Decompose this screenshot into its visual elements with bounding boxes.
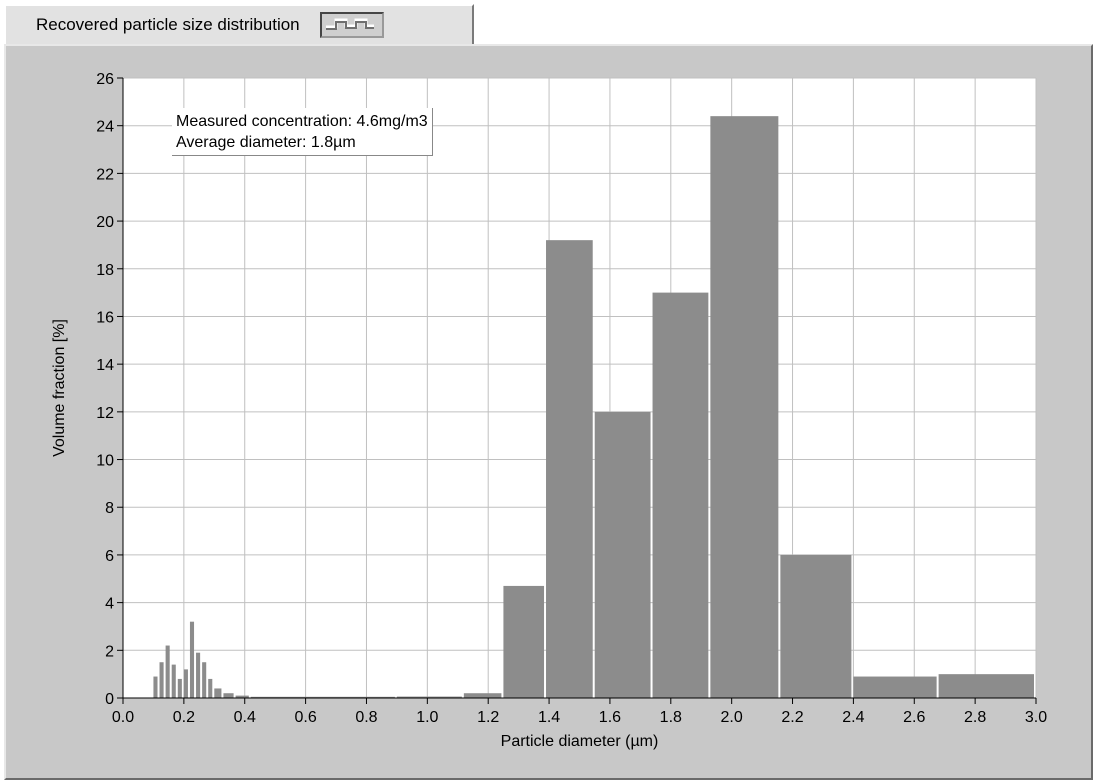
y-tick-label: 0 xyxy=(105,691,114,708)
y-tick-label: 12 xyxy=(96,405,114,422)
histogram-bar xyxy=(177,678,182,698)
x-tick-label: 2.2 xyxy=(781,709,803,726)
histogram-bar xyxy=(202,662,207,698)
x-tick-label: 0.4 xyxy=(234,709,256,726)
histogram-bar xyxy=(652,292,709,698)
x-tick-label: 1.6 xyxy=(599,709,621,726)
y-tick-label: 24 xyxy=(96,119,114,136)
histogram-bar xyxy=(189,621,195,698)
legend-tab: Recovered particle size distribution xyxy=(4,4,474,44)
x-tick-label: 3.0 xyxy=(1025,709,1047,726)
x-tick-label: 0.0 xyxy=(112,709,134,726)
histogram-bar xyxy=(223,693,234,698)
y-tick-label: 18 xyxy=(96,262,114,279)
chart: 0.0 0.2 0.4 0.6 0.8 1.0 1.2 1.4 1.6 1.8 2.0 2.2 2.4 2… xyxy=(51,71,1047,750)
x-tick-label: 1.8 xyxy=(660,709,682,726)
x-tick-label: 1.0 xyxy=(416,709,438,726)
x-tick-label: 0.2 xyxy=(173,709,195,726)
axes xyxy=(117,77,1037,704)
bars xyxy=(153,116,1034,698)
chart-panel: 0.0 0.2 0.4 0.6 0.8 1.0 1.2 1.4 1.6 1.8 2.0 2.2 2.4 2… xyxy=(4,44,1093,780)
y-tick-label: 22 xyxy=(96,166,114,183)
histogram-bar xyxy=(396,696,462,698)
annotation-average-diameter: Average diameter: 1.8µm xyxy=(176,134,356,151)
histogram-bar xyxy=(159,662,164,698)
histogram-bar xyxy=(208,678,213,698)
y-tick-label: 2 xyxy=(105,643,114,660)
histogram-bar xyxy=(250,696,395,698)
histogram-bar xyxy=(853,676,937,698)
x-tick-label: 0.6 xyxy=(294,709,316,726)
x-tick-label: 1.2 xyxy=(477,709,499,726)
histogram-bar xyxy=(710,116,779,698)
histogram-bar xyxy=(503,585,545,698)
histogram-bar xyxy=(235,695,249,698)
histogram-bar xyxy=(780,554,852,698)
histogram-bar xyxy=(165,645,170,698)
y-tick-label: 26 xyxy=(96,71,114,88)
x-axis-title: Particle diameter (µm) xyxy=(501,733,659,750)
x-tick-labels: 0.0 0.2 0.4 0.6 0.8 1.0 1.2 1.4 1.6 1.8 2.0 2.2 2.4 2… xyxy=(112,709,1047,726)
histogram-bar xyxy=(594,411,651,698)
histogram-bar xyxy=(196,652,201,698)
histogram-bar xyxy=(153,676,158,698)
y-tick-label: 16 xyxy=(96,309,114,326)
y-tick-label: 10 xyxy=(96,453,114,470)
histogram-bar xyxy=(546,240,593,698)
y-axis-title: Volume fraction [%] xyxy=(51,319,68,457)
annotation-concentration: Measured concentration: 4.6mg/m3 xyxy=(176,113,428,130)
x-tick-label: 2.4 xyxy=(842,709,864,726)
x-tick-label: 2.6 xyxy=(903,709,925,726)
y-tick-label: 20 xyxy=(96,214,114,231)
x-tick-label: 2.8 xyxy=(964,709,986,726)
legend-label: Recovered particle size distribution xyxy=(36,15,300,34)
y-tick-label: 6 xyxy=(105,548,114,565)
annotation-box: Measured concentration: 4.6mg/m3 Average… xyxy=(172,108,433,156)
histogram-bar xyxy=(938,674,1034,698)
y-tick-label: 14 xyxy=(96,357,114,374)
histogram-bar xyxy=(171,664,176,698)
y-tick-label: 4 xyxy=(105,596,114,613)
x-tick-label: 1.4 xyxy=(538,709,560,726)
x-tick-label: 0.8 xyxy=(355,709,377,726)
x-tick-label: 2.0 xyxy=(721,709,743,726)
legend-swatch-icon[interactable] xyxy=(319,12,384,38)
histogram-bar xyxy=(183,669,188,698)
histogram-bar xyxy=(463,693,502,698)
histogram-bar xyxy=(214,688,222,698)
y-tick-label: 8 xyxy=(105,500,114,517)
